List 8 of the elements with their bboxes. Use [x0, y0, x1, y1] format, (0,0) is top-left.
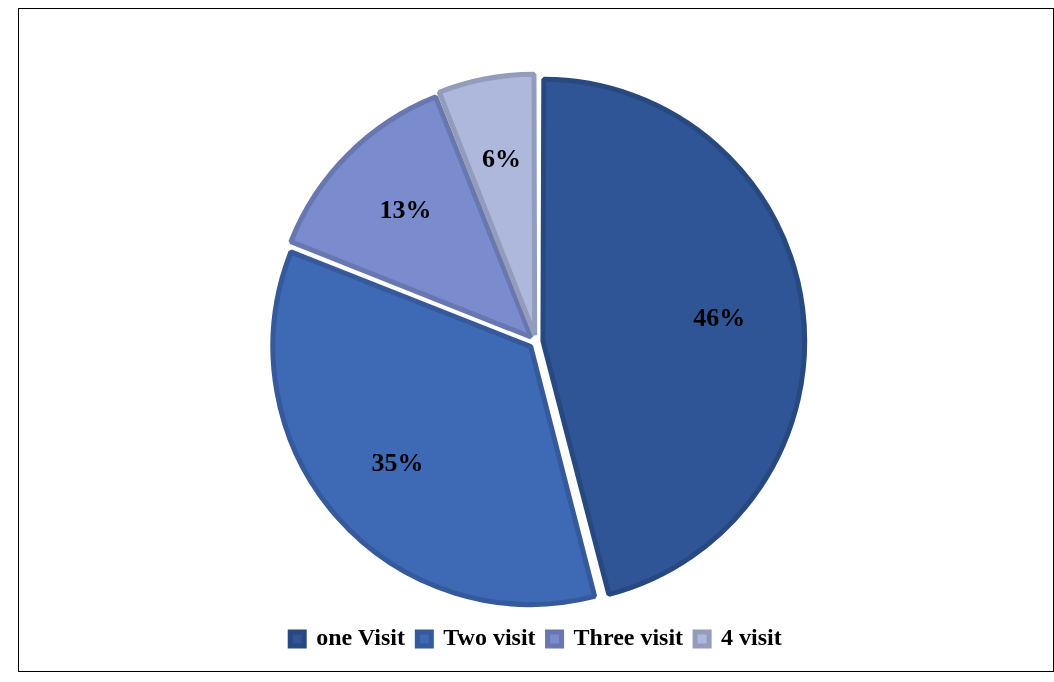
- data-label: 6%: [481, 144, 521, 174]
- legend-label: 4 visit: [721, 624, 782, 651]
- data-label: 13%: [379, 195, 432, 225]
- legend-label: Two visit: [443, 624, 536, 651]
- legend-label: Three visit: [573, 624, 684, 651]
- data-label: 35%: [371, 447, 424, 477]
- legend-label: one Visit: [316, 624, 405, 651]
- data-label: 46%: [693, 302, 746, 332]
